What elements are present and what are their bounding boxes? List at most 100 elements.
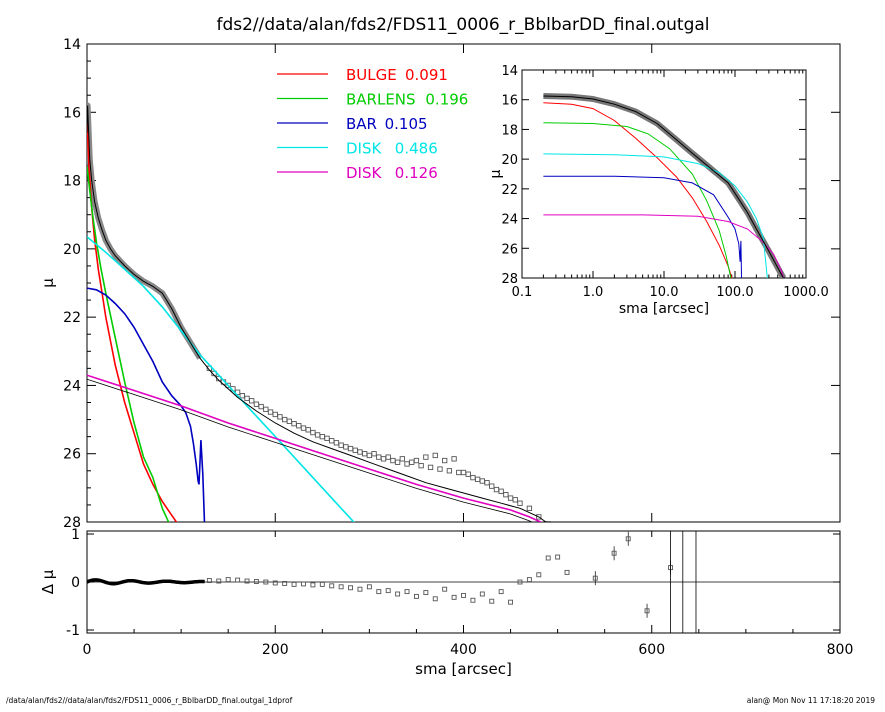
data-point xyxy=(244,395,250,402)
inset-disk1-curve xyxy=(543,153,768,278)
inset-barlens-curve xyxy=(543,122,732,278)
data-point xyxy=(225,382,231,389)
data-point xyxy=(390,457,396,464)
legend-label: BARLENS xyxy=(346,91,416,109)
residual-point xyxy=(517,579,523,585)
data-point xyxy=(324,435,330,441)
inset-y-tick-label: 18 xyxy=(501,123,518,138)
x-tick-label: 400 xyxy=(450,642,477,658)
residual-y-tick-label: 0 xyxy=(71,575,80,591)
inset-plot-frame xyxy=(521,69,807,279)
inset-x-tick-label: 1.0 xyxy=(583,285,604,300)
residual-point xyxy=(644,608,650,614)
residual-point xyxy=(470,597,476,603)
data-point xyxy=(474,476,481,482)
disk1-curve xyxy=(87,236,355,522)
data-points-group xyxy=(206,365,551,522)
x-tick-label: 800 xyxy=(827,642,854,658)
inset-x-tick-label: 1000.0 xyxy=(783,285,829,300)
data-point xyxy=(465,471,471,477)
data-point xyxy=(347,445,354,452)
residual-point xyxy=(404,589,410,595)
residual-point xyxy=(479,591,485,597)
residual-point xyxy=(225,577,231,583)
data-point xyxy=(470,474,476,481)
residual-point xyxy=(461,592,466,598)
residual-point xyxy=(564,569,570,575)
inset-x-tick-label: 0.1 xyxy=(512,285,533,300)
main-y-tick-label: 18 xyxy=(63,174,81,190)
inset-y-tick-label: 24 xyxy=(501,213,518,228)
data-point xyxy=(423,454,429,460)
data-point xyxy=(399,456,405,462)
data-point xyxy=(282,416,288,423)
residual-point xyxy=(301,581,306,587)
x-tick-label: 200 xyxy=(262,642,289,658)
main-y-tick-label: 16 xyxy=(63,105,81,121)
residual-point xyxy=(625,536,631,542)
data-point xyxy=(362,451,368,457)
legend-value: 0.105 xyxy=(385,115,428,133)
residual-point xyxy=(348,585,353,591)
residual-point xyxy=(508,599,514,605)
residual-point xyxy=(216,578,222,584)
residual-y-tick-label: 1 xyxy=(71,527,80,543)
data-point xyxy=(545,521,551,522)
data-point xyxy=(286,418,293,424)
data-point xyxy=(277,414,283,420)
data-point xyxy=(258,403,264,410)
x-tick-label: 0 xyxy=(83,642,92,658)
legend-value: 0.126 xyxy=(395,164,438,182)
total-outer-curve xyxy=(87,378,533,522)
x-tick-label: 600 xyxy=(638,642,665,658)
data-point xyxy=(507,495,514,501)
data-point xyxy=(267,409,274,415)
legend-label: DISK xyxy=(346,164,382,182)
footer-path: /data/alan/fds2//data/alan/fds2/FDS11_00… xyxy=(6,696,293,705)
main-y-tick-label: 22 xyxy=(63,310,81,326)
data-point xyxy=(418,463,424,469)
data-point xyxy=(319,433,325,440)
inset-y-axis-label: μ xyxy=(488,169,504,178)
total-curve xyxy=(87,105,547,522)
legend-label: BULGE xyxy=(346,66,397,84)
data-point xyxy=(352,447,358,453)
data-point xyxy=(413,457,420,464)
data-point xyxy=(512,497,518,503)
residual-point xyxy=(413,593,419,599)
inset-y-tick-label: 14 xyxy=(501,64,518,79)
residual-point xyxy=(310,582,316,588)
legend-label: DISK xyxy=(346,140,382,158)
data-point xyxy=(394,459,401,465)
inset-y-tick-label: 22 xyxy=(501,183,518,198)
residual-point xyxy=(545,555,551,561)
data-point xyxy=(357,449,363,455)
inset-x-tick-label: 10.0 xyxy=(650,285,679,300)
data-point xyxy=(460,469,467,476)
data-point xyxy=(493,486,500,493)
main-y-tick-label: 26 xyxy=(63,447,81,463)
data-point xyxy=(263,406,269,412)
residual-point xyxy=(395,591,401,597)
residual-point xyxy=(385,588,391,594)
data-point xyxy=(446,468,453,474)
residual-point xyxy=(329,583,335,589)
data-point xyxy=(371,451,377,457)
disk2-curve xyxy=(87,374,543,522)
data-point xyxy=(333,440,340,446)
inset-y-tick-label: 26 xyxy=(501,242,518,257)
legend-value: 0.196 xyxy=(425,91,468,109)
residual-point xyxy=(338,584,344,590)
data-point xyxy=(442,457,448,464)
residual-point xyxy=(432,596,438,602)
inset-y-tick-label: 28 xyxy=(501,272,518,287)
data-point xyxy=(376,454,382,460)
data-point xyxy=(380,456,387,462)
residual-point xyxy=(376,589,382,595)
residual-dense-band xyxy=(87,578,205,586)
inset-y-tick-label: 16 xyxy=(501,94,518,109)
residual-point xyxy=(498,589,504,595)
data-point xyxy=(503,492,509,498)
residual-point xyxy=(263,579,269,585)
data-dense-band xyxy=(87,102,203,360)
